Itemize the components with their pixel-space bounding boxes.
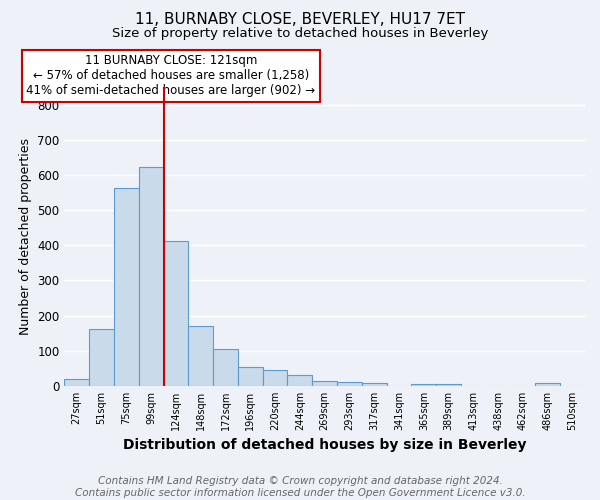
Text: Size of property relative to detached houses in Beverley: Size of property relative to detached ho…: [112, 28, 488, 40]
Bar: [188, 326, 213, 386]
Bar: [287, 374, 312, 386]
Bar: [114, 188, 139, 386]
Bar: [312, 381, 337, 386]
Bar: [213, 350, 238, 386]
Bar: [263, 370, 287, 386]
X-axis label: Distribution of detached houses by size in Beverley: Distribution of detached houses by size …: [123, 438, 526, 452]
Bar: [436, 384, 461, 386]
Text: 11 BURNABY CLOSE: 121sqm
← 57% of detached houses are smaller (1,258)
41% of sem: 11 BURNABY CLOSE: 121sqm ← 57% of detach…: [26, 54, 316, 98]
Bar: [412, 384, 436, 386]
Bar: [238, 367, 263, 386]
Text: 11, BURNABY CLOSE, BEVERLEY, HU17 7ET: 11, BURNABY CLOSE, BEVERLEY, HU17 7ET: [135, 12, 465, 28]
Text: Contains HM Land Registry data © Crown copyright and database right 2024.
Contai: Contains HM Land Registry data © Crown c…: [74, 476, 526, 498]
Bar: [139, 168, 164, 386]
Bar: [535, 384, 560, 386]
Bar: [89, 328, 114, 386]
Y-axis label: Number of detached properties: Number of detached properties: [19, 138, 32, 335]
Bar: [64, 379, 89, 386]
Bar: [362, 383, 386, 386]
Bar: [164, 240, 188, 386]
Bar: [337, 382, 362, 386]
